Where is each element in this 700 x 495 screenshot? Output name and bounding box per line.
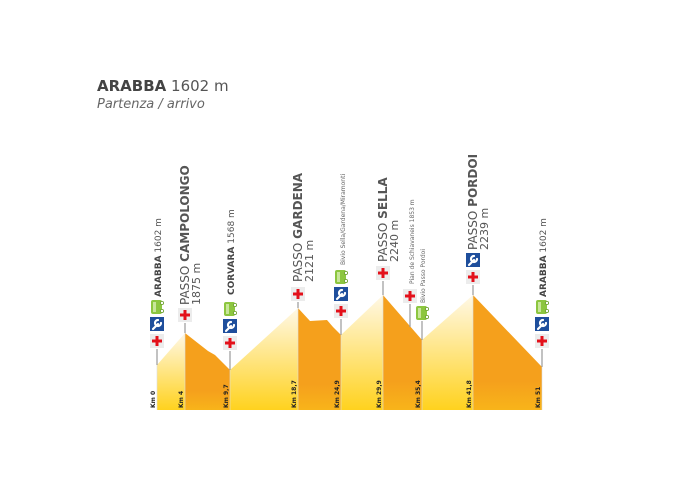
repair-icon (334, 287, 348, 301)
pass-label: SELLA (376, 177, 390, 219)
bus-icon (224, 302, 237, 316)
repair-icon (223, 319, 237, 333)
place-elevation: 1602 m (539, 218, 549, 253)
waypoint: Km 24,9 Bivio Sella/Gardena/Miramonti (334, 174, 348, 410)
pass-prefix: PASSO (466, 211, 480, 250)
waypoint: Km 51 ARABBA 1602 m (535, 218, 550, 410)
first-aid-icon (376, 266, 390, 280)
pass-elevation: 2240 m (388, 220, 401, 262)
start-subtitle: Partenza / arrivo (97, 97, 205, 112)
km-label: Km 41,8 (466, 380, 473, 408)
pass-label: GARDENA (291, 172, 305, 239)
pass-elevation: 2239 m (478, 208, 491, 250)
km-label: Km 24,9 (334, 380, 341, 408)
waypoint: Km 0 ARABBA 1602 m (150, 218, 164, 410)
climb-segment (341, 295, 383, 410)
waypoint-note: Pian de Schiavaneis 1853 m (409, 199, 416, 284)
bus-icon (536, 300, 550, 314)
descent-segment (185, 333, 230, 410)
first-aid-icon (535, 334, 549, 348)
climb-segment (422, 295, 473, 410)
place-label: ARABBA (154, 255, 164, 297)
first-aid-icon (291, 287, 305, 301)
pass-label: PORDOI (466, 154, 480, 207)
km-label: Km 0 (150, 391, 157, 408)
repair-icon (466, 253, 480, 267)
place-label: ARABBA (539, 255, 549, 297)
bus-icon (151, 300, 164, 314)
waypoint-note: Bivio Sella/Gardena/Miramonti (340, 174, 347, 265)
first-aid-icon (466, 270, 480, 284)
place-label: CORVARA (227, 247, 237, 295)
km-label: Km 9,7 (223, 384, 230, 408)
repair-icon (150, 317, 164, 331)
waypoint-note: Bivio Passo Pordoi (420, 249, 427, 303)
place-name: ARABBA 1602 m (154, 218, 164, 297)
bus-icon (416, 306, 429, 320)
km-label: Km 29,9 (376, 380, 383, 408)
place-name: CORVARA 1568 m (227, 209, 237, 295)
km-label: Km 51 (535, 387, 542, 408)
pass-prefix: PASSO (291, 243, 305, 282)
first-aid-icon (334, 304, 348, 318)
km-label: Km 35,4 (415, 380, 422, 408)
start-name: ARABBA (97, 77, 167, 95)
waypoint: Km 9,7 CORVARA 1568 m (223, 209, 237, 410)
pass-name: PASSO SELLA (376, 177, 390, 262)
first-aid-icon (150, 334, 164, 348)
place-elevation: 1602 m (154, 218, 164, 253)
pass-name: PASSO GARDENA (291, 172, 305, 282)
bus-icon (335, 270, 348, 284)
pass-elevation: 2121 m (303, 240, 316, 282)
start-elevation: 1602 m (171, 77, 229, 95)
first-aid-icon (403, 289, 417, 303)
first-aid-icon (178, 308, 192, 322)
km-label: Km 4 (178, 391, 185, 408)
first-aid-icon (223, 336, 237, 350)
place-name: ARABBA 1602 m (539, 218, 549, 297)
waypoint: Km 35,4 Bivio Passo Pordoi (415, 249, 429, 410)
climb-segment (230, 308, 298, 410)
pass-label: CAMPOLONGO (178, 165, 192, 262)
climb-segment (157, 333, 185, 410)
pass-prefix: PASSO (376, 223, 390, 262)
pass-elevation: 1875 m (190, 263, 203, 305)
repair-icon (535, 317, 549, 331)
descent-segment (383, 295, 422, 410)
start-finish-header: ARABBA 1602 m Partenza / arrivo (97, 77, 229, 112)
pass-name: PASSO PORDOI (466, 154, 480, 250)
pass-prefix: PASSO (178, 266, 192, 305)
pass-name: PASSO CAMPOLONGO (178, 165, 192, 305)
km-label: Km 18,7 (291, 380, 298, 408)
descent-segment (473, 295, 542, 410)
place-elevation: 1568 m (227, 209, 237, 244)
waypoint: Pian de Schiavaneis 1853 m (403, 199, 417, 327)
descent-segment (298, 308, 341, 410)
